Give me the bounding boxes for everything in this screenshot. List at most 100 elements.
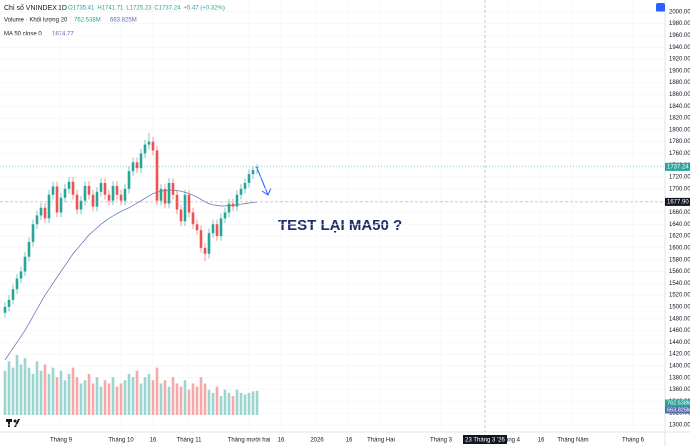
interval: 1D <box>58 5 67 12</box>
volume-bar <box>123 380 127 415</box>
last-price-badge <box>665 162 690 171</box>
candle-body <box>7 299 11 307</box>
crosshair-y-label: 1677.90 <box>667 199 689 205</box>
candle-body <box>151 141 155 151</box>
y-tick-label: 1540.00 <box>669 281 690 287</box>
candle-body <box>247 174 251 183</box>
y-tick-label: 1940.00 <box>669 45 690 51</box>
x-tick-label: Tháng 6 <box>622 438 645 444</box>
volume-bar <box>231 396 235 415</box>
volume-bar <box>71 367 75 415</box>
volume-bar <box>31 373 35 415</box>
volume-bar <box>47 373 51 415</box>
volume-bar <box>195 386 199 415</box>
candle-body <box>219 218 223 237</box>
x-tick-label: 2026 <box>310 438 324 444</box>
y-tick-label: 1520.00 <box>669 293 690 299</box>
candle-body <box>31 224 35 242</box>
volume-bar <box>95 377 99 415</box>
candle-body <box>111 185 115 201</box>
candle-body <box>119 194 123 201</box>
y-tick-label: 1620.00 <box>669 234 690 240</box>
volume-bar <box>55 377 59 415</box>
candle-body <box>39 207 43 216</box>
volume-bar <box>79 383 83 415</box>
candle-body <box>127 171 131 189</box>
volume-bar <box>211 392 215 415</box>
y-tick-label: 1300.00 <box>669 422 690 428</box>
candle-body <box>103 182 107 195</box>
x-tick-label: 16 <box>538 438 545 444</box>
volume-bar <box>67 373 71 415</box>
volume-bar <box>15 355 19 415</box>
candle-body <box>167 182 171 204</box>
candle-body <box>191 212 195 225</box>
volume-bar <box>27 367 31 415</box>
y-tick-label: 1400.00 <box>669 363 690 369</box>
volume-bar <box>83 380 87 415</box>
candle-body <box>95 191 99 207</box>
volume-bar <box>115 386 119 415</box>
crosshair-x-badge <box>463 435 507 444</box>
volume-bar <box>191 383 195 415</box>
y-tick-label: 1920.00 <box>669 57 690 63</box>
candle-body <box>47 194 51 219</box>
volume-bar <box>175 383 179 415</box>
y-tick-label: 1760.00 <box>669 151 690 157</box>
volume-bar <box>19 364 23 415</box>
candle-body <box>207 233 211 254</box>
volume-bar <box>103 380 107 415</box>
candle-body <box>3 306 7 313</box>
ma-legend-value: 1674.77 <box>52 32 74 38</box>
candle-body <box>123 188 127 201</box>
ohlc-value: L1725.23 <box>126 6 152 12</box>
volume-bar <box>75 377 79 415</box>
y-tick-label: 1820.00 <box>669 116 690 122</box>
volume-bar <box>239 392 243 415</box>
y-tick-label: 1480.00 <box>669 316 690 322</box>
candle-body <box>203 247 207 254</box>
candle-body <box>171 182 175 195</box>
y-tick-label: 1860.00 <box>669 92 690 98</box>
ma-line <box>4 189 258 361</box>
volume-bar <box>163 380 167 415</box>
volume-bar <box>43 364 47 415</box>
volume-bar <box>3 370 7 415</box>
volume-bar <box>243 394 247 415</box>
volume-bar <box>39 370 43 415</box>
grid <box>0 0 665 432</box>
settings-icon[interactable] <box>656 3 665 12</box>
volume-bar <box>167 386 171 415</box>
y-tick-label: 1500.00 <box>669 304 690 310</box>
candle-body <box>195 224 199 231</box>
candle-body <box>35 215 39 225</box>
volume-bar <box>119 383 123 415</box>
volume-bar <box>111 377 115 415</box>
chart-title: Chỉ số VNINDEX <box>4 3 57 12</box>
candle-body <box>143 144 147 154</box>
ohlc-value: +5.47 (+0.32%) <box>183 6 224 12</box>
volume-bar <box>179 386 183 415</box>
volume-bar <box>127 373 131 415</box>
candle-body <box>179 209 183 222</box>
candle-body <box>11 289 15 300</box>
volume-bar <box>151 380 155 415</box>
candle-body <box>163 188 167 204</box>
y-tick-label: 1440.00 <box>669 340 690 346</box>
volume-bar <box>219 396 223 415</box>
y-tick-label: 1780.00 <box>669 139 690 145</box>
candle-body <box>23 256 27 272</box>
y-tick-label: 1320.00 <box>669 411 690 417</box>
candle-body <box>91 194 95 207</box>
volume-bar <box>215 386 219 415</box>
candle-body <box>43 207 47 219</box>
volume-bar <box>63 380 67 415</box>
volume-badge-label: 663.825M <box>667 407 690 413</box>
volume-bar <box>51 367 55 415</box>
volume-bar <box>87 373 91 415</box>
candle-body <box>15 278 19 290</box>
volume-bar <box>107 383 111 415</box>
volume-bar <box>223 389 227 415</box>
